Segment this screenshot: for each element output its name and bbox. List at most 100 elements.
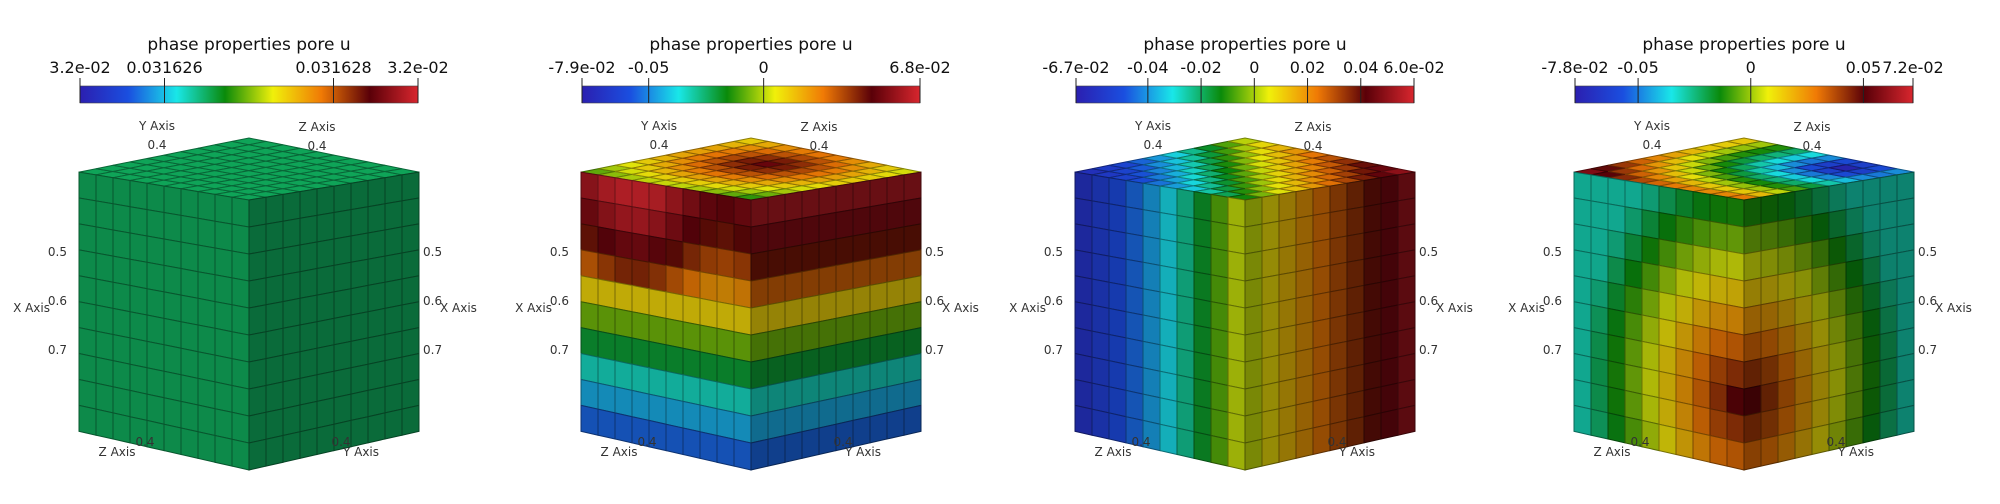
voxel-right xyxy=(248,223,267,255)
voxel-left xyxy=(1607,255,1626,287)
voxel-right xyxy=(1380,408,1399,440)
voxel-right xyxy=(1244,304,1263,336)
voxel-left xyxy=(580,326,599,358)
voxel-left xyxy=(665,423,684,456)
voxel-left xyxy=(1590,174,1609,205)
voxel-right xyxy=(903,223,922,254)
x-axis-left-tick: 0.5 xyxy=(1044,245,1063,259)
voxel-right xyxy=(1845,337,1864,369)
voxel-right xyxy=(784,271,803,303)
voxel-right xyxy=(1743,250,1762,282)
voxel-left xyxy=(1658,211,1677,243)
voxel-left xyxy=(1210,193,1229,225)
voxel-left xyxy=(631,389,650,422)
voxel-left xyxy=(631,311,650,343)
voxel-left xyxy=(682,321,701,353)
voxel-left xyxy=(1641,288,1660,320)
voxel-left xyxy=(1193,244,1212,276)
voxel-right xyxy=(401,378,420,410)
x-axis-right-tick: 0.5 xyxy=(925,245,944,259)
voxel-left xyxy=(214,274,233,306)
voxel-right xyxy=(801,214,820,246)
voxel-right xyxy=(401,171,420,202)
voxel-right xyxy=(1397,275,1416,306)
voxel-right xyxy=(1329,367,1348,399)
colorbar-title: phase properties pore u xyxy=(147,35,350,55)
y-axis-bottom-label: Y Axis xyxy=(1338,445,1375,459)
voxel-left xyxy=(1658,397,1677,429)
voxel-right xyxy=(1811,397,1830,429)
voxel-right xyxy=(1244,277,1263,309)
voxel-right xyxy=(750,384,769,417)
voxel-left xyxy=(1193,431,1212,463)
voxel-right xyxy=(1278,244,1297,276)
voxel-left xyxy=(112,177,131,208)
voxel-right xyxy=(1777,191,1796,222)
voxel-right xyxy=(1811,211,1830,243)
voxel-right xyxy=(282,191,301,222)
voxel-left xyxy=(1142,367,1161,399)
voxel-right xyxy=(1777,404,1796,437)
voxel-right xyxy=(869,359,888,392)
colorbar-tick-label: 0.031628 xyxy=(295,58,371,77)
voxel-left xyxy=(597,200,616,231)
voxel-left xyxy=(733,438,752,471)
x-axis-left-label: X Axis xyxy=(13,301,50,315)
voxel-right xyxy=(1743,223,1762,255)
voxel-left xyxy=(1692,351,1711,383)
voxel-right xyxy=(801,347,820,380)
voxel-left xyxy=(197,297,216,329)
voxel-left xyxy=(1692,431,1711,463)
voxel-left xyxy=(1210,381,1229,413)
voxel-left xyxy=(1108,333,1127,365)
voxel-right xyxy=(750,196,769,228)
voxel-right xyxy=(299,188,318,219)
voxel-left xyxy=(1091,278,1110,310)
voxel-right xyxy=(818,317,837,349)
voxel-left xyxy=(1726,196,1745,228)
voxel-right xyxy=(265,193,284,225)
voxel-right xyxy=(1380,252,1399,283)
voxel-right xyxy=(1760,300,1779,333)
voxel-right xyxy=(784,377,803,410)
voxel-right xyxy=(750,357,769,390)
voxel-right xyxy=(1312,291,1331,323)
voxel-right xyxy=(316,370,335,403)
voxel-right xyxy=(1794,267,1813,299)
voxel-left xyxy=(78,249,97,280)
voxel-right xyxy=(869,203,888,234)
voxel-right xyxy=(784,217,803,249)
voxel-left xyxy=(129,363,148,395)
voxel-right xyxy=(1329,209,1348,240)
voxel-right xyxy=(1329,340,1348,372)
voxel-left xyxy=(78,223,97,254)
colorbar-tick-label: 0.02 xyxy=(1290,58,1326,77)
voxel-left xyxy=(648,182,667,214)
voxel-left xyxy=(1227,357,1246,390)
voxel-right xyxy=(1777,377,1796,410)
voxel-left xyxy=(1641,340,1660,372)
voxel-left xyxy=(1108,359,1127,392)
voxel-right xyxy=(1777,244,1796,276)
voxel-right xyxy=(1346,389,1365,422)
voxel-left xyxy=(163,423,182,456)
voxel-right xyxy=(1760,274,1779,306)
voxel-left xyxy=(214,408,233,440)
voxel-right xyxy=(784,297,803,329)
voxel-right xyxy=(1261,247,1280,279)
voxel-right xyxy=(350,363,369,395)
colorbar xyxy=(1574,85,1914,104)
voxel-right xyxy=(1845,258,1864,290)
voxel-right xyxy=(750,223,769,255)
voxel-left xyxy=(1573,249,1592,280)
voxel-left xyxy=(78,352,97,384)
voxel-left xyxy=(180,267,199,299)
voxel-left xyxy=(1675,374,1694,406)
voxel-left xyxy=(231,357,250,390)
voxel-left xyxy=(197,324,216,356)
voxel-right xyxy=(852,337,871,369)
voxel-right xyxy=(1811,264,1830,296)
voxel-left xyxy=(631,206,650,237)
voxel-left xyxy=(1108,307,1127,339)
voxel-left xyxy=(1125,389,1144,422)
